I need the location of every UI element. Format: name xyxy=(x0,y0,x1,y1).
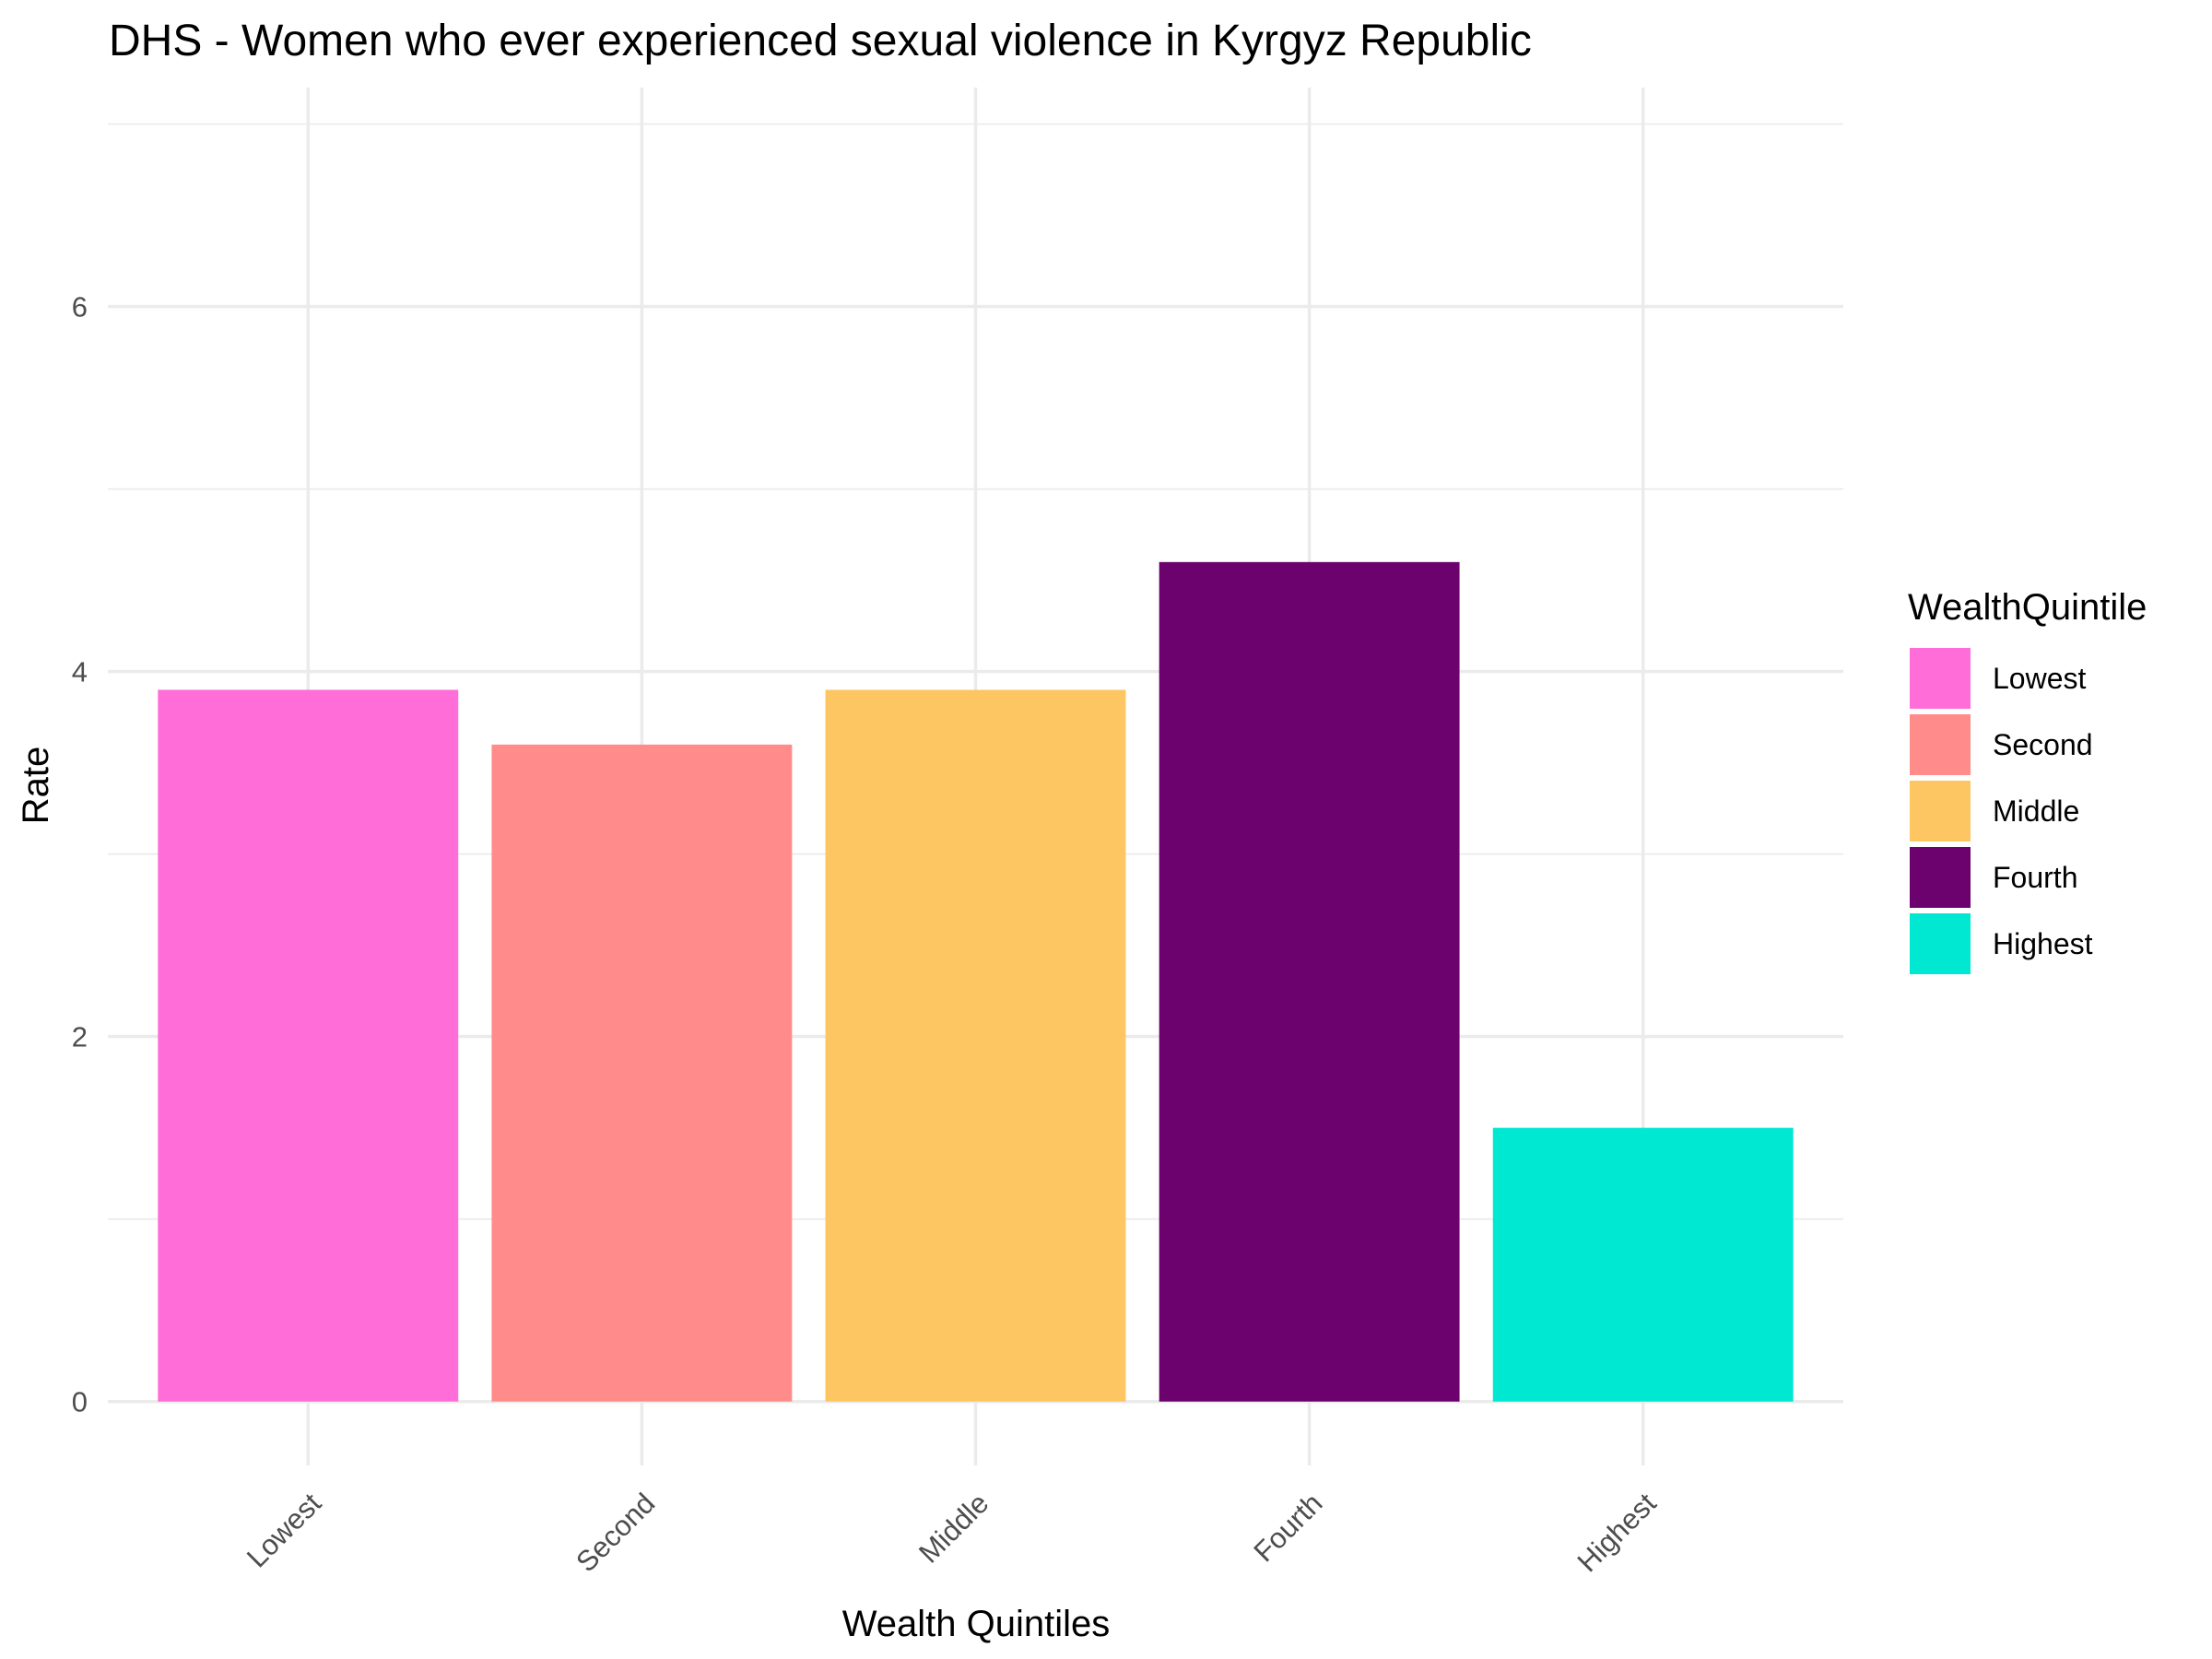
legend-key-fourth xyxy=(1910,847,1971,908)
legend-title: WealthQuintile xyxy=(1908,587,2147,628)
legend-key-middle xyxy=(1910,781,1971,841)
y-tick-label: 6 xyxy=(72,291,88,324)
legend-key-lowest xyxy=(1910,648,1971,709)
legend-label-lowest: Lowest xyxy=(1993,662,2087,695)
legend-label-second: Second xyxy=(1993,728,2093,761)
x-axis-title: Wealth Quintiles xyxy=(842,1604,1111,1644)
legend-key-highest xyxy=(1910,913,1971,974)
bar-middle xyxy=(825,689,1126,1402)
bar-second xyxy=(491,744,793,1402)
bar-lowest xyxy=(158,689,459,1402)
y-axis-title: Rate xyxy=(16,747,56,825)
legend-label-highest: Highest xyxy=(1993,927,2093,960)
y-axis-ticks: 0 2 4 6 xyxy=(72,291,88,1418)
bar-fourth xyxy=(1159,561,1460,1402)
legend-label-fourth: Fourth xyxy=(1993,861,2077,894)
bar-highest xyxy=(1492,1127,1794,1402)
y-tick-label: 4 xyxy=(72,656,88,688)
bars xyxy=(158,561,1794,1402)
chart-title: DHS - Women who ever experienced sexual … xyxy=(109,17,1532,65)
y-tick-label: 2 xyxy=(72,1021,88,1053)
y-tick-label: 0 xyxy=(72,1386,88,1418)
legend: WealthQuintile Lowest Second Middle Fourth H… xyxy=(1908,587,2147,974)
legend-key-second xyxy=(1910,714,1971,775)
legend-label-middle: Middle xyxy=(1993,794,2079,828)
